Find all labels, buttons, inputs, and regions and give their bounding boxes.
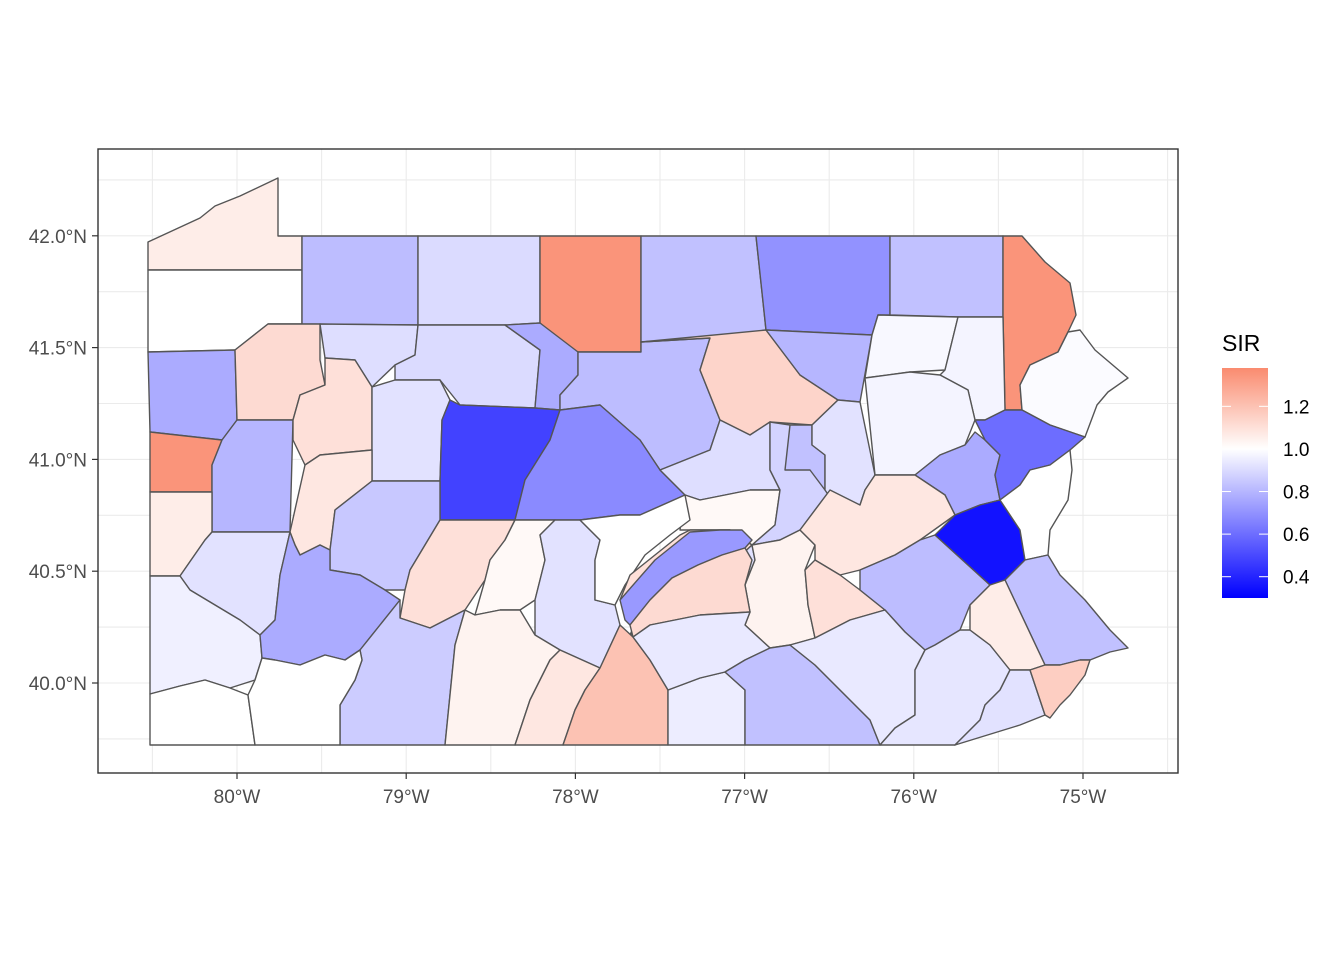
county-bradford bbox=[755, 235, 891, 336]
county-mercer bbox=[147, 349, 238, 441]
county-susquehanna bbox=[889, 235, 1004, 318]
y-tick-label: 41.5°N bbox=[29, 339, 87, 360]
county-warren bbox=[301, 235, 419, 326]
legend: SIR 1.2 1.0 0.8 0.6 0.4 bbox=[1222, 330, 1310, 598]
x-tick-label: 78°W bbox=[552, 787, 599, 808]
y-tick-label: 40.5°N bbox=[29, 562, 87, 583]
legend-tick-label: 0.8 bbox=[1283, 483, 1309, 504]
county-lawrence bbox=[149, 431, 223, 493]
x-axis: 80°W 79°W 78°W 77°W 76°W 75°W bbox=[214, 773, 1107, 808]
county-polygons bbox=[147, 177, 1129, 746]
county-delaware bbox=[954, 669, 1046, 746]
county-tioga bbox=[640, 235, 767, 343]
x-tick-label: 80°W bbox=[214, 787, 261, 808]
x-tick-label: 75°W bbox=[1060, 787, 1107, 808]
legend-tick-label: 1.0 bbox=[1283, 440, 1309, 461]
legend-tick-label: 0.6 bbox=[1283, 525, 1309, 546]
county-butler bbox=[211, 419, 294, 533]
county-york bbox=[632, 611, 771, 691]
y-tick-label: 40.0°N bbox=[29, 674, 87, 695]
y-tick-label: 41.0°N bbox=[29, 450, 87, 471]
map-panel bbox=[97, 148, 1179, 774]
county-wyoming bbox=[864, 314, 959, 379]
legend-ticks: 1.2 1.0 0.8 0.6 0.4 bbox=[1222, 397, 1310, 589]
county-greene bbox=[149, 679, 256, 746]
county-mifflin bbox=[579, 494, 691, 606]
x-tick-label: 76°W bbox=[890, 787, 937, 808]
county-dauphin bbox=[744, 529, 816, 649]
county-fayette bbox=[247, 649, 363, 746]
x-tick-label: 79°W bbox=[383, 787, 430, 808]
y-tick-label: 42.0°N bbox=[29, 227, 87, 248]
county-northampton bbox=[999, 449, 1073, 561]
legend-tick-label: 0.4 bbox=[1283, 568, 1310, 589]
county-jefferson bbox=[371, 379, 451, 482]
legend-colorbar bbox=[1222, 368, 1268, 598]
y-axis: 40.0°N 40.5°N 41.0°N 41.5°N 42.0°N bbox=[29, 227, 98, 695]
county-philadelphia bbox=[1029, 659, 1091, 719]
legend-tick-label: 1.2 bbox=[1283, 397, 1309, 418]
legend-title: SIR bbox=[1222, 330, 1260, 356]
panel-border bbox=[97, 148, 1179, 774]
x-tick-label: 77°W bbox=[721, 787, 768, 808]
county-mckean bbox=[417, 235, 541, 326]
